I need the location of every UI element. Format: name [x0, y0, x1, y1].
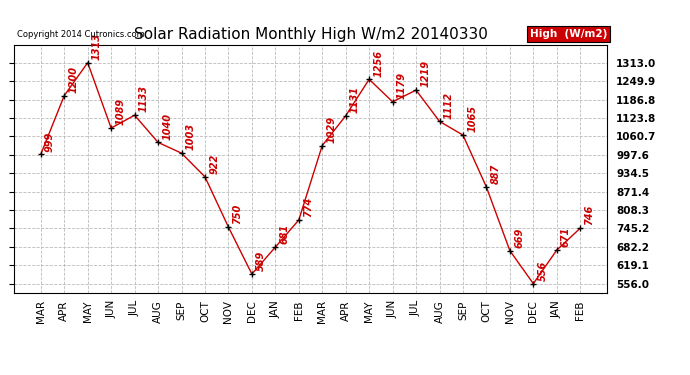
- Text: 681: 681: [279, 224, 290, 245]
- Text: 1112: 1112: [444, 92, 453, 118]
- Text: 1040: 1040: [162, 112, 172, 140]
- Text: 774: 774: [303, 197, 313, 217]
- Text: 922: 922: [209, 154, 219, 174]
- Text: 1065: 1065: [467, 105, 477, 132]
- Title: Solar Radiation Monthly High W/m2 20140330: Solar Radiation Monthly High W/m2 201403…: [134, 27, 487, 42]
- Text: 1200: 1200: [68, 66, 79, 93]
- Text: 671: 671: [561, 227, 571, 247]
- Text: 669: 669: [514, 228, 524, 248]
- Text: 1131: 1131: [350, 86, 360, 113]
- Text: 1219: 1219: [420, 60, 430, 87]
- Text: 1313: 1313: [92, 33, 102, 60]
- Text: 589: 589: [256, 251, 266, 271]
- Text: 750: 750: [233, 204, 243, 224]
- Text: 556: 556: [538, 261, 547, 281]
- Text: 1029: 1029: [326, 116, 337, 143]
- Text: Copyright 2014 Cutronics.com: Copyright 2014 Cutronics.com: [17, 30, 144, 39]
- Text: 746: 746: [584, 205, 594, 225]
- Text: 1179: 1179: [397, 72, 407, 99]
- Text: 1256: 1256: [373, 50, 384, 76]
- Text: 1003: 1003: [186, 123, 196, 150]
- Text: 999: 999: [45, 131, 55, 152]
- Text: 1089: 1089: [115, 98, 126, 125]
- Text: High  (W/m2): High (W/m2): [530, 29, 607, 39]
- Text: 1133: 1133: [139, 86, 149, 112]
- Text: 887: 887: [491, 164, 500, 184]
